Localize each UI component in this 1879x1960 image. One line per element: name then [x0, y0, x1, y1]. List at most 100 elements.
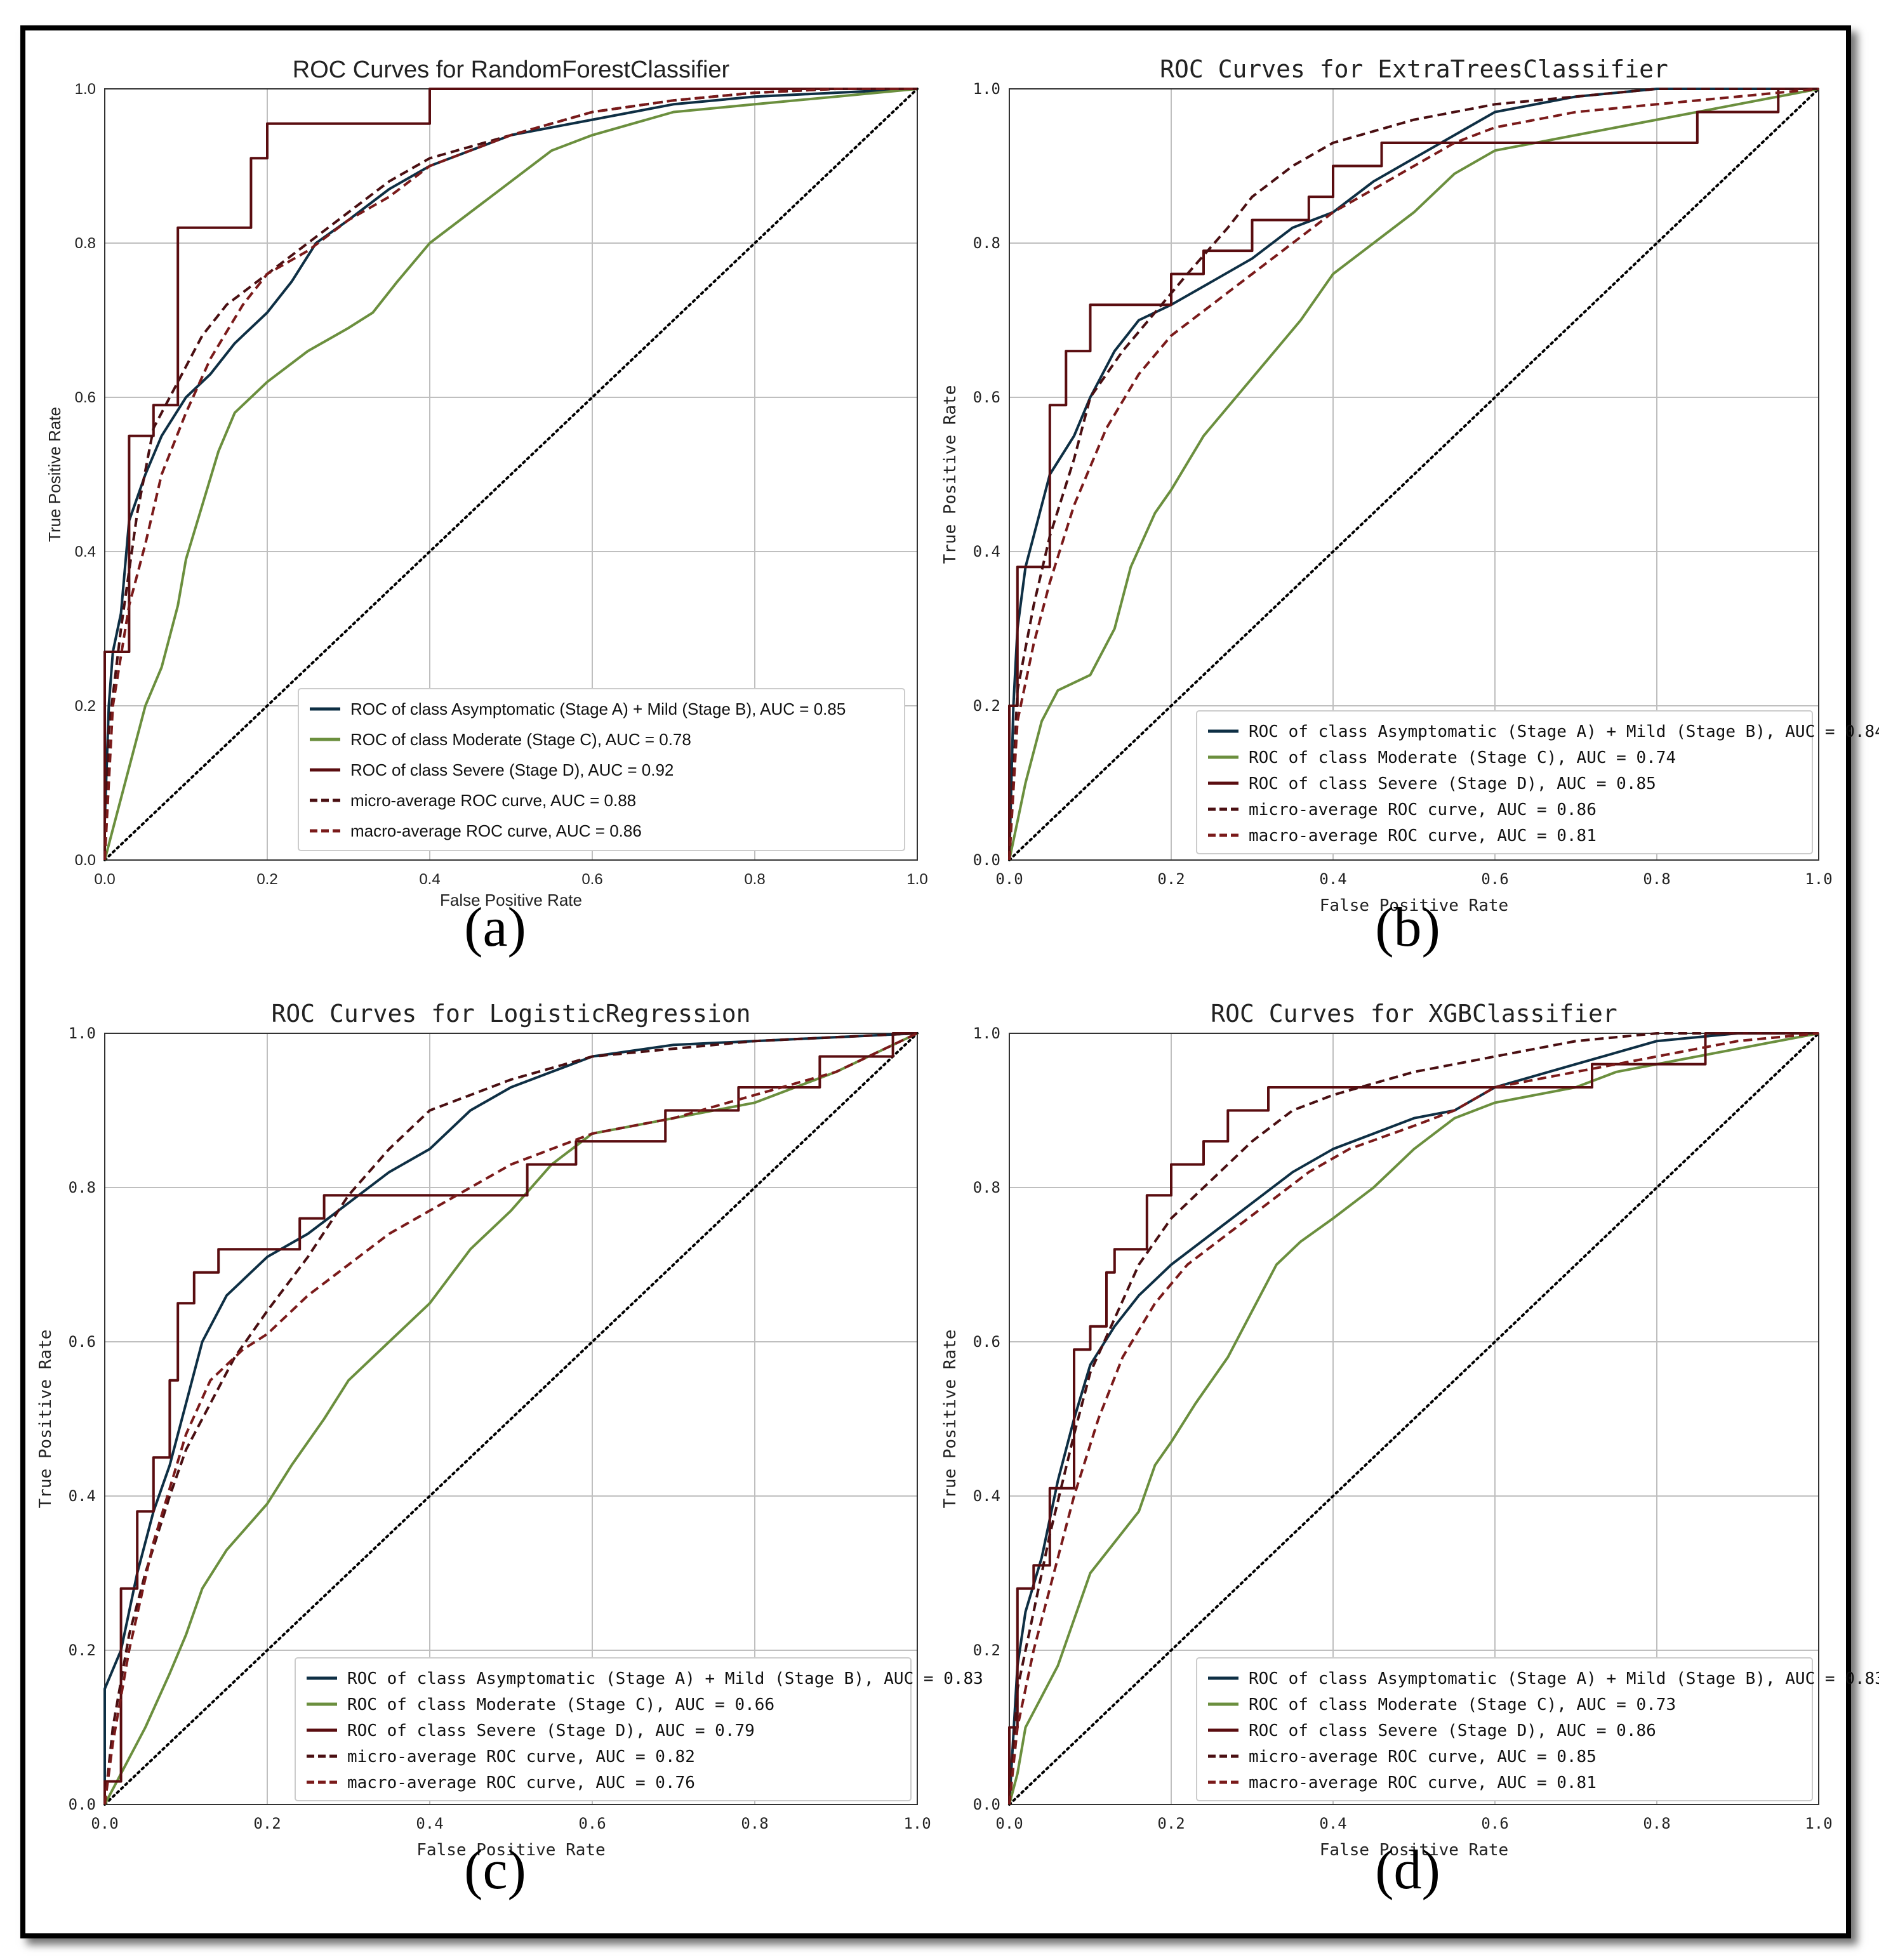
roc-curve-sev — [103, 1032, 917, 1804]
x-tick-label: 0.0 — [995, 870, 1023, 888]
roc-curve-micro — [1008, 88, 1819, 861]
y-tick-label: 1.0 — [973, 1024, 1000, 1042]
roc-panel-4: 0.0 0.2 0.4 0.6 0.8 1.0 0.0 0.2 0.4 0.6 0.8 1.0 ROC … — [941, 1000, 1879, 1901]
y-tick-label: 0.6 — [973, 1333, 1000, 1351]
legend: ROC of class Asymptomatic (Stage A) + Mi… — [298, 688, 905, 851]
x-tick-label: 0.8 — [1643, 870, 1670, 888]
y-tick-label: 1.0 — [69, 1024, 96, 1042]
x-tick-label: 0.2 — [253, 1815, 281, 1832]
roc-panel-1: 0.0 0.2 0.4 0.6 0.8 1.0 0.0 0.2 0.4 0.6 0.8 1.0 ROC … — [45, 56, 928, 958]
legend-label-macro: macro-average ROC curve, AUC = 0.81 — [1249, 826, 1597, 845]
y-tick-label: 0.8 — [69, 1179, 96, 1196]
x-tick-label: 1.0 — [903, 1815, 931, 1832]
y-tick-label: 0.6 — [75, 389, 96, 406]
y-tick-label: 0.0 — [69, 1796, 96, 1813]
y-tick-label: 0.4 — [75, 543, 96, 560]
roc-panel-3: 0.0 0.2 0.4 0.6 0.8 1.0 0.0 0.2 0.4 0.6 0.8 1.0 ROC … — [36, 1000, 983, 1901]
x-tick-label: 0.2 — [256, 871, 277, 888]
legend-label-mod: ROC of class Moderate (Stage C), AUC = 0… — [1249, 748, 1676, 767]
x-tick-label: 0.6 — [1481, 1815, 1508, 1832]
y-axis-label: True Positive Rate — [36, 1330, 55, 1509]
roc-curve-sev — [1008, 1032, 1819, 1804]
legend: ROC of class Asymptomatic (Stage A) + Mi… — [295, 1657, 983, 1801]
y-tick-label: 1.0 — [75, 81, 96, 98]
roc-curve-mod — [1008, 88, 1819, 861]
x-tick-label: 0.0 — [995, 1815, 1023, 1832]
x-tick-label: 0.0 — [94, 871, 115, 888]
legend-label-micro: micro-average ROC curve, AUC = 0.82 — [347, 1747, 695, 1766]
y-axis-label: True Positive Rate — [45, 407, 64, 542]
legend-label-asym: ROC of class Asymptomatic (Stage A) + Mi… — [1249, 722, 1879, 741]
legend-box — [298, 688, 905, 851]
roc-curve-micro — [1008, 1032, 1819, 1805]
y-tick-label: 0.8 — [75, 235, 96, 252]
legend-label-macro: macro-average ROC curve, AUC = 0.81 — [1249, 1773, 1597, 1792]
panel-title: ROC Curves for ExtraTreesClassifier — [1160, 55, 1668, 83]
y-tick-label: 0.8 — [973, 1179, 1000, 1196]
legend-box — [1196, 710, 1813, 854]
x-tick-label: 0.0 — [91, 1815, 118, 1832]
y-tick-label: 0.8 — [973, 234, 1000, 252]
legend-label-macro: macro-average ROC curve, AUC = 0.76 — [347, 1773, 695, 1792]
legend-label-sev: ROC of class Severe (Stage D), AUC = 0.8… — [1249, 1721, 1656, 1740]
legend-label-micro: micro-average ROC curve, AUC = 0.85 — [1249, 1747, 1597, 1766]
y-tick-label: 0.2 — [973, 1641, 1000, 1659]
y-tick-label: 0.0 — [973, 1796, 1000, 1813]
x-tick-label: 0.4 — [1319, 1815, 1346, 1832]
y-tick-label: 1.0 — [973, 80, 1000, 98]
chance-diagonal — [1008, 1032, 1820, 1806]
panel-label: (b) — [1375, 897, 1440, 958]
panel-label: (d) — [1375, 1839, 1440, 1901]
legend-label-micro: micro-average ROC curve, AUC = 0.86 — [1249, 800, 1597, 819]
y-tick-label: 0.0 — [973, 851, 1000, 869]
panel-title: ROC Curves for XGBClassifier — [1211, 1000, 1617, 1028]
y-tick-label: 0.2 — [69, 1641, 96, 1659]
y-tick-label: 0.6 — [973, 388, 1000, 406]
legend-label-mod: ROC of class Moderate (Stage C), AUC = 0… — [350, 730, 691, 749]
x-tick-label: 0.4 — [1319, 870, 1346, 888]
chance-diagonal — [103, 1032, 919, 1806]
y-axis-label: True Positive Rate — [941, 1330, 960, 1509]
roc-curve-macro — [103, 1032, 918, 1805]
roc-curve-macro — [1008, 88, 1819, 861]
x-tick-label: 0.8 — [1643, 1815, 1670, 1832]
x-tick-label: 0.2 — [1157, 870, 1185, 888]
legend-label-mod: ROC of class Moderate (Stage C), AUC = 0… — [1249, 1695, 1676, 1714]
legend-box — [295, 1657, 912, 1801]
x-axis-label: False Positive Rate — [1320, 896, 1508, 915]
plot-border — [1009, 1033, 1819, 1805]
legend-label-mod: ROC of class Moderate (Stage C), AUC = 0… — [347, 1695, 774, 1714]
legend-label-asym: ROC of class Asymptomatic (Stage A) + Mi… — [347, 1669, 983, 1688]
roc-panel-2: 0.0 0.2 0.4 0.6 0.8 1.0 0.0 0.2 0.4 0.6 0.8 1.0 ROC … — [941, 55, 1879, 958]
x-axis-label: False Positive Rate — [416, 1841, 605, 1860]
legend-label-asym: ROC of class Asymptomatic (Stage A) + Mi… — [1249, 1669, 1879, 1688]
x-tick-label: 0.8 — [741, 1815, 768, 1832]
y-tick-label: 0.2 — [75, 698, 96, 715]
legend-label-sev: ROC of class Severe (Stage D), AUC = 0.7… — [347, 1721, 755, 1740]
y-tick-label: 0.4 — [973, 543, 1000, 560]
roc-curve-asym — [103, 1032, 918, 1804]
roc-curve-macro — [103, 88, 917, 861]
plot-border — [104, 1033, 918, 1805]
y-tick-label: 0.0 — [75, 852, 96, 869]
legend-label-sev: ROC of class Severe (Stage D), AUC = 0.9… — [350, 760, 674, 779]
y-tick-label: 0.2 — [973, 697, 1000, 715]
chance-diagonal — [1008, 88, 1820, 861]
y-tick-label: 0.4 — [973, 1487, 1000, 1505]
legend: ROC of class Asymptomatic (Stage A) + Mi… — [1196, 1657, 1879, 1801]
y-tick-label: 0.6 — [69, 1333, 96, 1351]
roc-curve-asym — [103, 88, 918, 860]
roc-curve-micro — [103, 1032, 918, 1805]
x-tick-label: 0.6 — [581, 871, 602, 888]
plot-border — [1009, 88, 1819, 861]
x-tick-label: 0.8 — [744, 871, 765, 888]
x-tick-label: 0.4 — [416, 1815, 443, 1832]
x-tick-label: 1.0 — [1805, 870, 1832, 888]
x-tick-label: 0.6 — [1481, 870, 1508, 888]
y-tick-label: 0.4 — [69, 1487, 96, 1505]
legend: ROC of class Asymptomatic (Stage A) + Mi… — [1196, 710, 1879, 854]
x-tick-label: 1.0 — [1805, 1815, 1832, 1832]
x-tick-label: 0.6 — [578, 1815, 606, 1832]
roc-curve-mod — [103, 88, 918, 861]
